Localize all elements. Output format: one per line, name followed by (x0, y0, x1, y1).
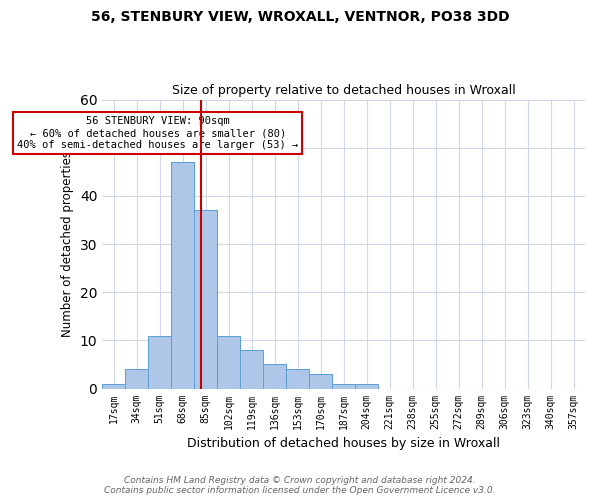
Text: 56 STENBURY VIEW: 90sqm
← 60% of detached houses are smaller (80)
40% of semi-de: 56 STENBURY VIEW: 90sqm ← 60% of detache… (17, 116, 298, 150)
Bar (103, 384, 125, 388)
Bar (286, 370, 309, 388)
Text: 56, STENBURY VIEW, WROXALL, VENTNOR, PO38 3DD: 56, STENBURY VIEW, WROXALL, VENTNOR, PO3… (91, 10, 509, 24)
X-axis label: Distribution of detached houses by size in Wroxall: Distribution of detached houses by size … (187, 437, 500, 450)
Bar (263, 364, 286, 388)
Text: Contains HM Land Registry data © Crown copyright and database right 2024.
Contai: Contains HM Land Registry data © Crown c… (104, 476, 496, 495)
Bar (172, 162, 194, 388)
Bar (194, 210, 217, 388)
Bar (332, 384, 355, 388)
Bar (241, 350, 263, 389)
Title: Size of property relative to detached houses in Wroxall: Size of property relative to detached ho… (172, 84, 515, 97)
Bar (355, 384, 378, 388)
Y-axis label: Number of detached properties: Number of detached properties (61, 151, 74, 337)
Bar (125, 370, 148, 388)
Bar (217, 336, 240, 388)
Bar (310, 374, 332, 388)
Bar (148, 336, 171, 388)
